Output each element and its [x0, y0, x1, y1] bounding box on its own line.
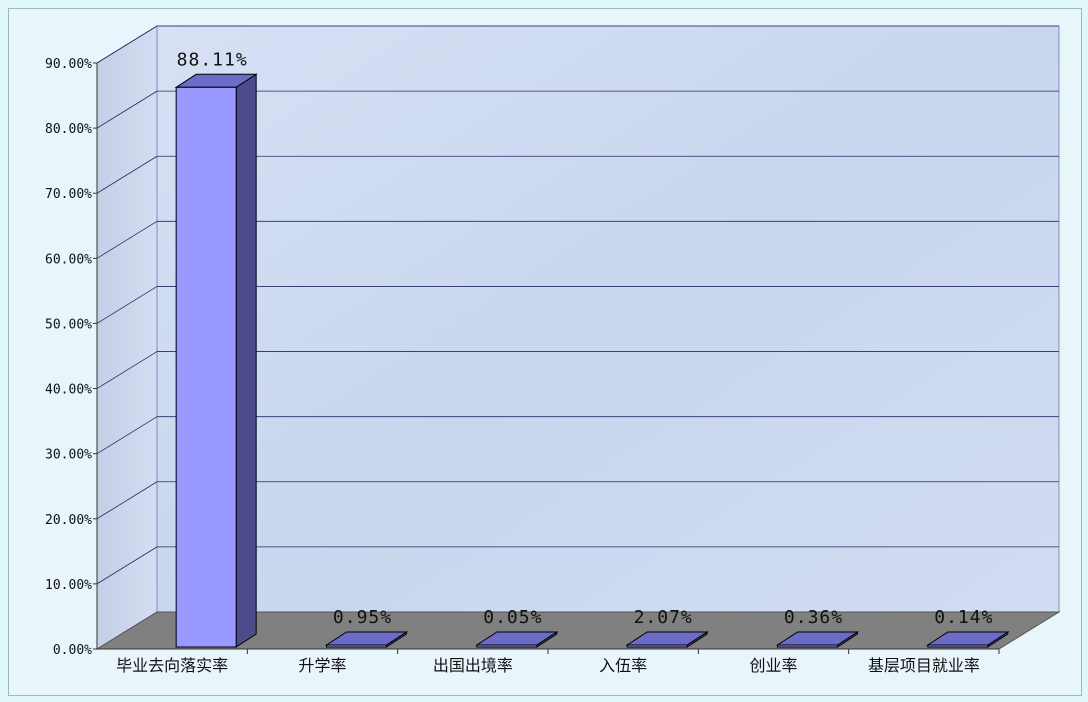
bar-1: [174, 73, 258, 648]
bar-3: [475, 631, 559, 648]
value-label: 2.07%: [634, 607, 693, 628]
bar-front: [326, 644, 387, 648]
gridline-side: [96, 90, 158, 129]
value-label: 0.05%: [483, 607, 542, 628]
x-tick-label: 出国出境率: [433, 656, 513, 675]
gridline-side: [96, 351, 158, 389]
x-axis: 毕业去向落实率 升学率 出国出境率 入伍率 创业率 基层项目就业率: [97, 648, 1000, 675]
gridline-side: [96, 416, 158, 455]
bar-chart: 0.00% 10.00% 20.00% 30.00% 40.00% 50.00% 60.00…: [45, 25, 1061, 675]
back-wall: [156, 25, 1060, 613]
y-tick-label: 80.00%: [45, 122, 92, 137]
value-label: 0.14%: [934, 607, 993, 628]
value-label: 0.95%: [333, 607, 392, 628]
y-tick-label: 90.00%: [45, 57, 92, 72]
y-tick-label: 40.00%: [45, 383, 92, 398]
chart-walls: [96, 25, 1060, 650]
gridline-side: [96, 25, 158, 64]
y-tick-label: 0.00%: [53, 643, 92, 658]
value-labels: 88.11% 0.95% 0.05% 2.07% 0.36% 0.14%: [177, 49, 993, 628]
gridline-side: [96, 155, 158, 194]
y-tick-label: 30.00%: [45, 448, 92, 463]
side-wall: [96, 25, 158, 650]
gridline-side: [96, 481, 158, 520]
value-label: 88.11%: [177, 49, 248, 70]
gridline-side: [96, 546, 158, 585]
bar-front: [626, 644, 688, 648]
x-tick-label: 毕业去向落实率: [116, 656, 228, 675]
bar-front: [175, 86, 237, 648]
x-tick-label: 升学率: [298, 656, 346, 675]
value-label: 0.36%: [784, 607, 843, 628]
bar-2: [324, 631, 409, 648]
bar-4: [625, 631, 709, 648]
bar-front: [777, 644, 838, 648]
x-tick-label: 入伍率: [599, 656, 647, 675]
x-tick-label: 创业率: [749, 656, 797, 675]
x-tick-label: 基层项目就业率: [868, 656, 980, 675]
bars: [174, 73, 1010, 648]
gridlines: [96, 25, 1059, 585]
bar-side: [235, 73, 257, 648]
y-tick-label: 60.00%: [45, 252, 92, 267]
y-tick-label: 10.00%: [45, 578, 92, 593]
gridline-side: [96, 286, 158, 324]
y-tick-label: 50.00%: [45, 317, 92, 332]
bar-5: [775, 631, 860, 648]
bar-6: [926, 631, 1010, 648]
y-tick-label: 20.00%: [45, 513, 92, 528]
y-tick-label: 70.00%: [45, 187, 92, 202]
gridline-side: [96, 220, 158, 259]
y-axis: 0.00% 10.00% 20.00% 30.00% 40.00% 50.00% 60.00…: [45, 57, 98, 658]
bar-front: [927, 644, 989, 648]
chart-frame: 0.00% 10.00% 20.00% 30.00% 40.00% 50.00% 60.00…: [8, 8, 1082, 696]
bar-front: [476, 644, 538, 648]
